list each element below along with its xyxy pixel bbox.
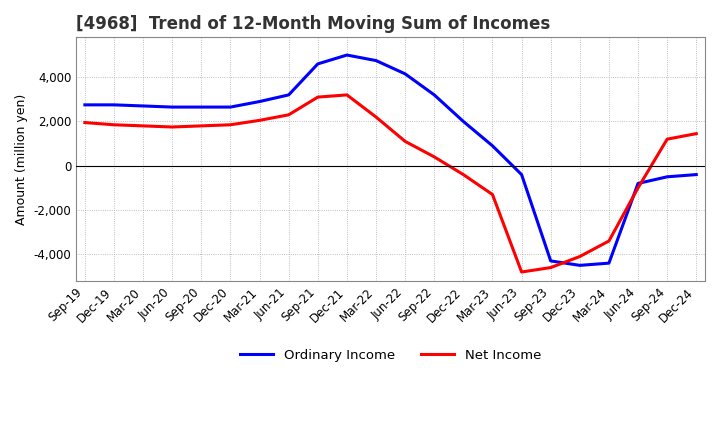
Ordinary Income: [226, 104, 235, 110]
Ordinary Income: [575, 263, 584, 268]
Net Income: [109, 122, 118, 128]
Ordinary Income: [139, 103, 148, 109]
Ordinary Income: [517, 172, 526, 177]
Ordinary Income: [81, 102, 89, 107]
Ordinary Income: [284, 92, 293, 98]
Ordinary Income: [546, 258, 555, 264]
Ordinary Income: [343, 52, 351, 58]
Net Income: [343, 92, 351, 98]
Ordinary Income: [401, 71, 410, 77]
Net Income: [488, 192, 497, 197]
Net Income: [372, 114, 380, 120]
Net Income: [401, 139, 410, 144]
Net Income: [605, 238, 613, 244]
Net Income: [692, 131, 701, 136]
Ordinary Income: [168, 104, 176, 110]
Net Income: [634, 185, 642, 191]
Legend: Ordinary Income, Net Income: Ordinary Income, Net Income: [235, 343, 546, 367]
Text: [4968]  Trend of 12-Month Moving Sum of Incomes: [4968] Trend of 12-Month Moving Sum of I…: [76, 15, 550, 33]
Ordinary Income: [313, 61, 322, 66]
Net Income: [168, 125, 176, 130]
Line: Net Income: Net Income: [85, 95, 696, 272]
Ordinary Income: [663, 174, 672, 180]
Net Income: [459, 172, 468, 177]
Ordinary Income: [459, 119, 468, 124]
Ordinary Income: [605, 260, 613, 266]
Net Income: [313, 95, 322, 100]
Net Income: [256, 118, 264, 123]
Net Income: [430, 154, 438, 160]
Net Income: [517, 269, 526, 275]
Net Income: [663, 136, 672, 142]
Net Income: [226, 122, 235, 128]
Net Income: [81, 120, 89, 125]
Line: Ordinary Income: Ordinary Income: [85, 55, 696, 265]
Ordinary Income: [692, 172, 701, 177]
Net Income: [575, 254, 584, 259]
Net Income: [284, 112, 293, 117]
Net Income: [546, 265, 555, 270]
Ordinary Income: [634, 181, 642, 186]
Net Income: [197, 123, 206, 128]
Ordinary Income: [109, 102, 118, 107]
Ordinary Income: [430, 92, 438, 98]
Ordinary Income: [197, 104, 206, 110]
Y-axis label: Amount (million yen): Amount (million yen): [15, 93, 28, 225]
Ordinary Income: [372, 58, 380, 63]
Ordinary Income: [488, 143, 497, 148]
Ordinary Income: [256, 99, 264, 104]
Net Income: [139, 123, 148, 128]
